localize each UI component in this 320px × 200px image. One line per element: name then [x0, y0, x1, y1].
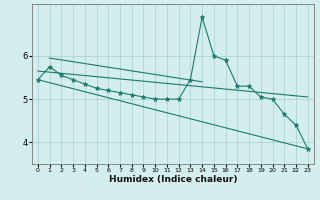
X-axis label: Humidex (Indice chaleur): Humidex (Indice chaleur)	[108, 175, 237, 184]
